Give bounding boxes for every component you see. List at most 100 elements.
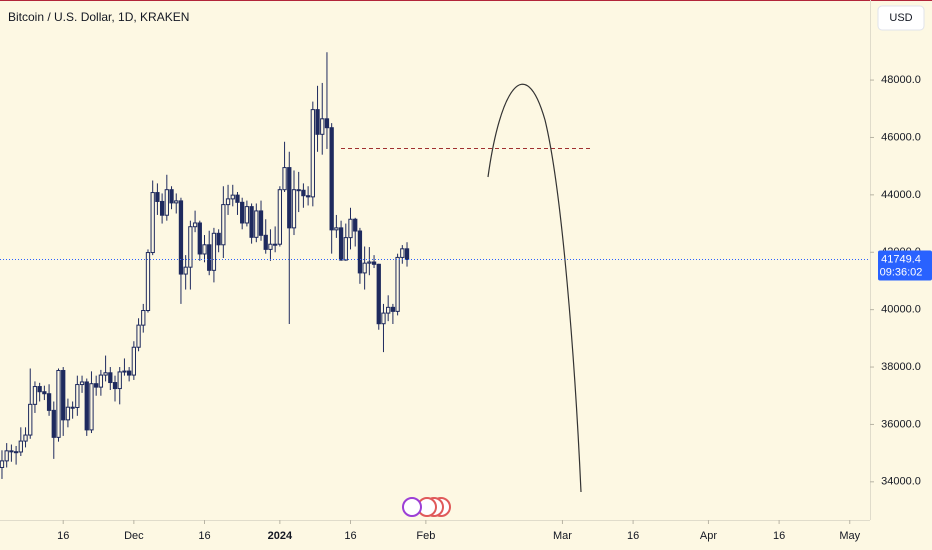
x-tick-label: 16 — [57, 530, 69, 542]
currency-label[interactable]: USD — [889, 12, 912, 24]
candle-body — [188, 226, 193, 268]
candle-body — [164, 189, 169, 216]
y-tick-label: 34000.0 — [881, 476, 921, 488]
candle-body — [65, 406, 71, 421]
drawing-arc — [487, 83, 582, 493]
x-tick-label: 2024 — [268, 530, 293, 542]
candle-body — [94, 383, 99, 388]
candle-body — [390, 306, 396, 312]
candle-body — [84, 381, 89, 431]
candle-body — [348, 218, 353, 239]
candle-body — [141, 310, 146, 326]
last-price-box — [878, 250, 932, 281]
x-tick-label: May — [839, 530, 860, 542]
candle-body — [216, 232, 221, 246]
candle-body — [329, 127, 334, 231]
candle-body — [197, 222, 202, 255]
y-tick-label: 44000.0 — [881, 189, 921, 201]
candle-body — [211, 232, 217, 271]
candle-body — [277, 189, 283, 245]
candle-body — [18, 440, 23, 453]
candle-body — [46, 393, 52, 411]
x-tick-label: Apr — [700, 530, 717, 542]
candle-body — [230, 194, 235, 200]
candle-body — [287, 167, 292, 229]
x-tick-label: 16 — [627, 530, 639, 542]
x-tick-label: Dec — [124, 530, 144, 542]
candle-body — [400, 248, 405, 258]
x-tick-label: Mar — [553, 530, 572, 542]
candle-body — [404, 248, 410, 260]
candle-body — [183, 266, 188, 275]
candle-body — [371, 261, 377, 265]
candle-body — [296, 189, 301, 192]
candle-body — [202, 244, 207, 255]
countdown-label: 09:36:02 — [880, 266, 923, 278]
candle-body — [357, 230, 363, 274]
y-tick-label: 40000.0 — [881, 304, 921, 316]
x-tick-label: Feb — [416, 530, 435, 542]
logo-icons — [402, 497, 451, 517]
candle-body — [362, 262, 367, 274]
candle-body — [268, 243, 273, 250]
y-tick-label: 36000.0 — [881, 418, 921, 430]
candle-body — [42, 391, 47, 395]
y-tick-label: 48000.0 — [881, 74, 921, 86]
candle-body — [395, 256, 400, 312]
x-tick-label: 16 — [198, 530, 210, 542]
candle-body — [258, 210, 264, 236]
candle-body — [28, 403, 33, 436]
candle-body — [315, 109, 320, 135]
candle-body — [169, 189, 174, 204]
candle-body — [13, 451, 19, 454]
candle-body — [282, 167, 287, 191]
candle-body — [221, 204, 226, 246]
candle-body — [9, 450, 14, 453]
candle-body — [225, 198, 231, 206]
candle-body — [70, 406, 75, 409]
candle-body — [103, 372, 108, 376]
candle-body — [338, 227, 344, 261]
candle-body — [117, 371, 122, 390]
candle-body — [254, 210, 259, 238]
candle-body — [263, 234, 268, 250]
candle-body — [32, 386, 38, 405]
candle-body — [108, 372, 113, 384]
candle-body — [310, 109, 315, 198]
candle-body — [343, 237, 348, 261]
candle-body — [51, 409, 56, 438]
candle-body — [386, 306, 391, 314]
candle-body — [98, 374, 104, 388]
candle-body — [272, 243, 278, 246]
candle-body — [136, 324, 141, 348]
candle-body — [192, 222, 198, 228]
candle-body — [79, 381, 85, 386]
candle-body — [376, 263, 381, 325]
candle-body — [324, 118, 330, 129]
candle-body — [122, 370, 127, 373]
candle-body — [320, 118, 325, 135]
candle-body — [301, 189, 306, 197]
chart-title: Bitcoin / U.S. Dollar, 1D, KRAKEN — [8, 10, 189, 24]
candle-body — [145, 252, 151, 312]
candle-body — [126, 370, 132, 376]
candle-body — [23, 434, 28, 442]
candle-body — [56, 369, 61, 438]
candle-body — [155, 192, 160, 202]
candle-body — [131, 346, 137, 376]
candle-body — [249, 206, 254, 238]
candle-body — [61, 369, 66, 421]
x-tick-label: 16 — [344, 530, 356, 542]
candle-body — [381, 312, 386, 325]
candle-body — [367, 261, 372, 264]
currency-button[interactable] — [877, 5, 925, 31]
candle-body — [75, 384, 80, 409]
candle-body — [178, 200, 184, 275]
candle-body — [0, 460, 5, 468]
candle-body — [4, 450, 9, 462]
y-tick-label: 46000.0 — [881, 131, 921, 143]
candle-body — [207, 244, 212, 271]
last-price-label: 41749.4 — [881, 253, 921, 265]
